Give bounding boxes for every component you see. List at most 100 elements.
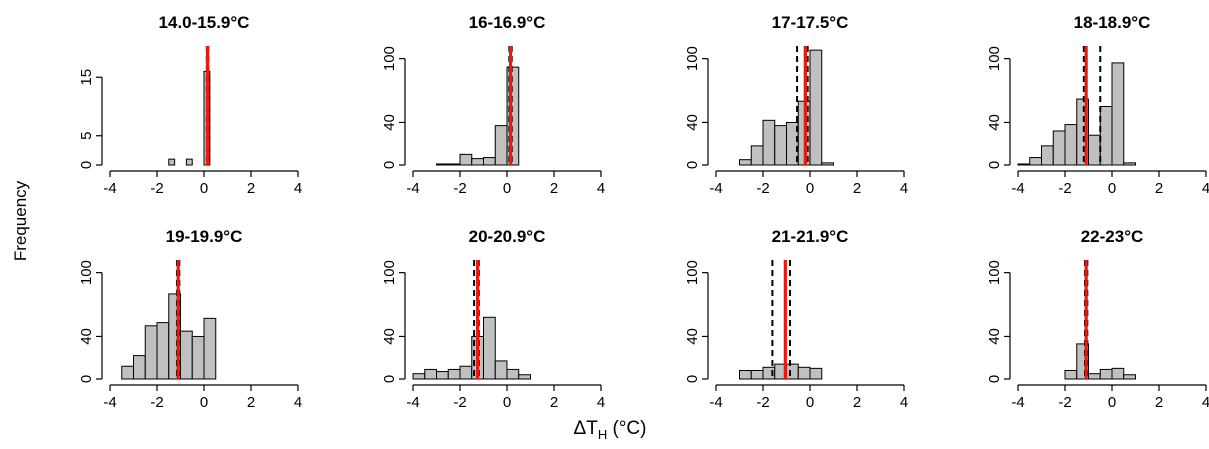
y-tick-label: 5: [78, 132, 95, 140]
x-tick-label: -4: [103, 394, 116, 411]
y-tick-label: 40: [78, 328, 95, 345]
x-tick-label: 0: [806, 180, 814, 197]
histogram-bar: [506, 368, 520, 380]
panel-title: 22-23°C: [1081, 227, 1144, 246]
y-tick-label: 40: [381, 114, 398, 131]
y-tick-label: 0: [381, 375, 398, 383]
histogram-bar: [168, 158, 176, 166]
y-tick-label: 40: [381, 328, 398, 345]
x-axis-label-subscript: H: [597, 426, 608, 442]
x-tick-label: 0: [200, 180, 208, 197]
x-axis-label-symbol: ΔT: [573, 418, 598, 439]
panel-title: 21-21.9°C: [772, 227, 849, 246]
x-tick-label: -2: [756, 180, 769, 197]
y-tick-label: 100: [986, 46, 1003, 71]
histogram-bar: [739, 369, 752, 380]
histogram-bar: [797, 366, 811, 380]
panel-title: 16-16.9°C: [469, 13, 546, 32]
histogram-bar: [412, 373, 426, 380]
histogram-bar: [447, 368, 461, 380]
y-tick-label: 0: [684, 161, 701, 169]
histogram-bar: [1017, 163, 1031, 166]
histogram-bar: [774, 125, 787, 166]
y-tick-label: 40: [986, 328, 1003, 345]
x-tick-label: 4: [597, 180, 605, 197]
x-tick-label: -2: [150, 394, 163, 411]
y-tick-label: 0: [986, 375, 1003, 383]
x-tick-label: 4: [900, 394, 908, 411]
panel-title: 14.0-15.9°C: [159, 13, 250, 32]
y-tick-label: 100: [684, 46, 701, 71]
histogram-bar: [191, 335, 205, 380]
x-tick-label: -4: [709, 394, 722, 411]
y-tick-label: 100: [684, 260, 701, 285]
histogram-bar: [809, 49, 823, 166]
x-tick-label: -2: [1058, 394, 1071, 411]
histogram-bar: [762, 119, 776, 166]
histogram-bar: [144, 325, 158, 380]
histogram-bar: [447, 163, 461, 166]
y-tick-label: 40: [684, 328, 701, 345]
histogram-bar: [1088, 373, 1101, 380]
y-tick-label: 0: [78, 161, 95, 169]
histogram-bar: [459, 153, 473, 166]
x-tick-label: 4: [900, 180, 908, 197]
x-tick-label: 2: [853, 394, 861, 411]
x-tick-label: -2: [453, 180, 466, 197]
x-tick-label: 2: [853, 180, 861, 197]
histogram-bar: [483, 316, 496, 380]
histogram-bar: [203, 317, 217, 380]
histogram-bar: [471, 158, 484, 166]
histogram-bar: [1041, 145, 1054, 166]
histogram-bar: [1029, 157, 1042, 166]
panel-title: 18-18.9°C: [1074, 13, 1151, 32]
x-tick-label: 4: [294, 180, 302, 197]
x-tick-label: 2: [1155, 394, 1163, 411]
x-tick-label: -4: [406, 394, 419, 411]
y-tick-label: 0: [381, 161, 398, 169]
histogram-bar: [133, 355, 146, 380]
histogram-bar: [1111, 367, 1125, 380]
y-tick-label: 40: [986, 114, 1003, 131]
histogram-bar: [494, 125, 508, 166]
x-tick-label: 2: [1155, 180, 1163, 197]
histogram-bar: [436, 163, 449, 166]
histogram-bar: [821, 162, 834, 166]
x-tick-label: -4: [1011, 394, 1024, 411]
y-tick-label: 0: [986, 161, 1003, 169]
x-tick-label: 2: [247, 180, 255, 197]
histogram-bar: [1064, 124, 1078, 166]
histogram-bar: [786, 363, 799, 380]
x-tick-label: 0: [806, 394, 814, 411]
x-tick-label: -4: [709, 180, 722, 197]
x-tick-label: -2: [1058, 180, 1071, 197]
histogram-bar: [180, 330, 193, 380]
x-axis-label: ΔTH (°C): [520, 418, 700, 442]
histogram-bar: [1099, 368, 1113, 380]
x-tick-label: 0: [503, 394, 511, 411]
x-tick-label: 0: [1108, 394, 1116, 411]
x-tick-label: -4: [406, 180, 419, 197]
histogram-bar: [750, 369, 764, 380]
histogram-bar: [424, 368, 437, 380]
histogram-bar: [750, 145, 764, 166]
x-tick-label: -2: [453, 394, 466, 411]
histogram-bar: [436, 371, 449, 380]
histogram-bar: [739, 159, 752, 166]
histogram-bar: [494, 360, 508, 380]
panel-title: 17-17.5°C: [772, 13, 849, 32]
panel-title: 19-19.9°C: [166, 227, 243, 246]
y-tick-label: 0: [78, 375, 95, 383]
histogram-bar: [156, 322, 170, 380]
x-tick-label: 4: [1202, 180, 1209, 197]
x-tick-label: -4: [1011, 180, 1024, 197]
histogram-bar: [1123, 374, 1136, 380]
histogram-bar: [1064, 369, 1078, 380]
y-tick-label: 100: [78, 260, 95, 285]
histogram-bar: [1076, 98, 1089, 166]
y-tick-label: 100: [986, 260, 1003, 285]
panel-title: 20-20.9°C: [469, 227, 546, 246]
x-tick-label: 2: [550, 394, 558, 411]
y-tick-label: 40: [684, 114, 701, 131]
